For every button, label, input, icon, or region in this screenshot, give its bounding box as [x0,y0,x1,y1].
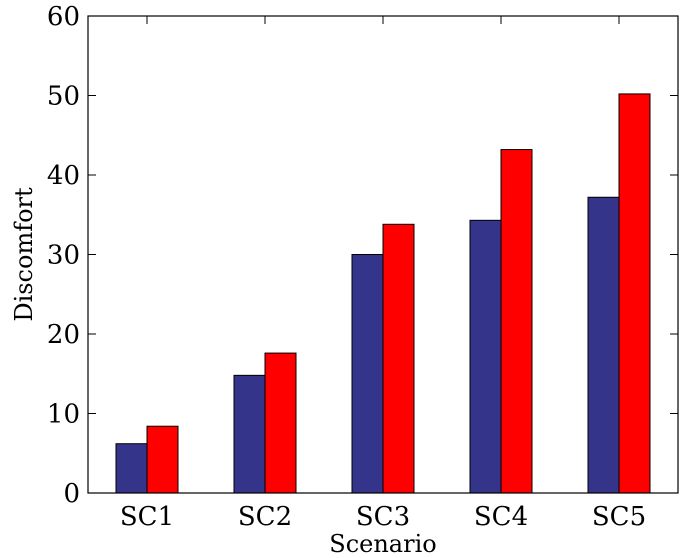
y-axis-label: Discomfort [10,187,38,322]
x-tick-label: SC1 [120,502,174,532]
y-tick-label: 50 [47,82,80,112]
bar-sc4-series-2 [500,149,533,494]
y-tick-label: 0 [63,479,80,509]
bars-layer [115,93,651,494]
y-tick-label: 30 [47,241,80,271]
y-tick-label: 40 [47,161,80,191]
bar-sc5-series-1 [587,196,620,494]
ticks-layer: SC1 SC2 SC3 SC4 SC5 0 10 20 30 40 50 60 [47,2,678,532]
bar-sc1-series-1 [115,443,148,494]
bar-sc1-series-2 [146,425,179,494]
bar-sc2-series-2 [264,352,297,494]
bar-sc3-series-1 [351,254,384,494]
bar-sc4-series-1 [469,219,502,494]
y-tick-label: 60 [47,2,80,32]
bar-sc3-series-2 [382,223,415,494]
x-tick-label: SC2 [238,502,292,532]
y-tick-label: 20 [47,320,80,350]
x-axis-label: Scenario [329,530,436,558]
x-tick-label: SC5 [592,502,646,532]
bar-sc2-series-1 [233,374,266,494]
x-tick-label: SC4 [474,502,528,532]
bar-sc5-series-2 [618,93,651,494]
x-tick-label: SC3 [356,502,410,532]
y-tick-label: 10 [47,400,80,430]
